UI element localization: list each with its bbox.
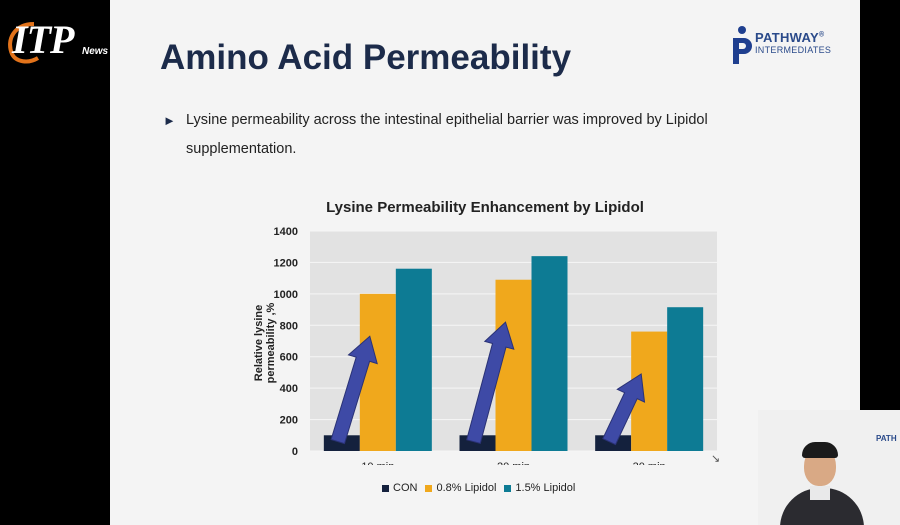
x-tick-label: 20 min bbox=[497, 461, 530, 465]
y-tick-label: 1000 bbox=[274, 289, 298, 301]
itp-swoosh-icon bbox=[8, 22, 40, 64]
legend-item: 1.5% Lipidol bbox=[504, 482, 575, 494]
itp-logo-sub: News bbox=[82, 46, 109, 57]
y-tick-label: 1200 bbox=[274, 257, 298, 269]
legend-label: CON bbox=[393, 482, 418, 494]
webcam-pathway-logo: PATH bbox=[876, 434, 897, 443]
y-tick-label: 600 bbox=[280, 352, 298, 364]
legend-label: 1.5% Lipidol bbox=[515, 482, 576, 494]
legend-swatch bbox=[425, 484, 433, 492]
bar-1-5-lipidol-30-min bbox=[667, 307, 704, 451]
legend-swatch bbox=[504, 484, 512, 492]
legend-swatch bbox=[382, 484, 389, 492]
y-tick-label: 400 bbox=[280, 383, 298, 395]
up-arrow-icon bbox=[330, 335, 378, 445]
pathway-logo: PATHWAY® INTERMEDIATES bbox=[728, 24, 848, 72]
itp-logo-text: ITP bbox=[12, 17, 74, 62]
y-tick-label: 200 bbox=[280, 415, 298, 427]
up-arrow-icon bbox=[602, 373, 646, 446]
legend-label: 0.8% Lipidol bbox=[436, 482, 497, 494]
up-arrow-shape bbox=[602, 373, 646, 446]
pathway-p-icon bbox=[733, 26, 752, 64]
presenter-hair bbox=[802, 442, 838, 458]
x-tick-label: 30 min bbox=[633, 461, 666, 465]
presenter-webcam: PATH bbox=[758, 410, 900, 525]
up-arrow-icon bbox=[466, 321, 515, 445]
itp-news-logo: ITP News bbox=[2, 10, 122, 64]
up-arrow-shape bbox=[330, 335, 378, 445]
chart-title: Lysine Permeability Enhancement by Lipid… bbox=[326, 199, 644, 216]
y-tick-label: 1400 bbox=[274, 226, 298, 238]
pathway-name: PATHWAY® bbox=[755, 30, 825, 45]
up-arrow-shape bbox=[466, 321, 515, 445]
bar-chart: 0 200 400 600 800 1000 1200 1400 10 min 20 min 30 … bbox=[274, 226, 717, 465]
x-tick-label: 10 min bbox=[361, 461, 394, 465]
pathway-sub: INTERMEDIATES bbox=[755, 45, 832, 55]
left-letterbox bbox=[0, 0, 110, 525]
legend-item: 0.8% Lipidol bbox=[425, 482, 496, 494]
presenter-collar bbox=[810, 486, 830, 500]
y-tick-label: 800 bbox=[280, 320, 298, 332]
legend-item: CON bbox=[382, 482, 417, 494]
y-tick-label: 0 bbox=[292, 446, 298, 458]
bar-1-5-lipidol-20-min bbox=[531, 256, 568, 451]
chart-legend: CON 0.8% Lipidol 1.5% Lipidol bbox=[382, 482, 583, 494]
bullet-arrow-icon: ► bbox=[163, 113, 176, 128]
mouse-cursor-icon: ↘ bbox=[711, 453, 721, 465]
bar-1-5-lipidol-10-min bbox=[395, 268, 432, 451]
slide-title: Amino Acid Permeability bbox=[160, 38, 572, 77]
bullet-text: Lysine permeability across the intestina… bbox=[186, 112, 708, 157]
